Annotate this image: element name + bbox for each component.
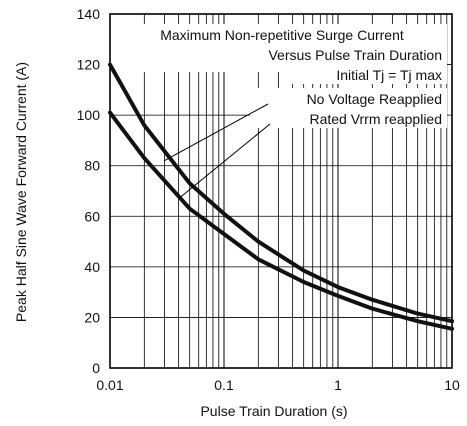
series-line-no-voltage xyxy=(108,62,454,324)
series-line-rated-vrrm xyxy=(108,110,454,331)
x-tick-label: 0.1 xyxy=(214,377,234,393)
leader-line-lower xyxy=(178,123,271,199)
condition-label: Initial Tj = Tj max xyxy=(336,67,442,83)
labels-box xyxy=(250,88,447,128)
plot-frame xyxy=(109,13,453,369)
y-tick-label: 20 xyxy=(84,309,100,325)
condition-box xyxy=(290,64,447,84)
y-tick-label: 60 xyxy=(84,208,100,224)
x-tick-label: 0.01 xyxy=(96,377,123,393)
y-tick-label: 100 xyxy=(77,107,101,123)
y-tick-label: 80 xyxy=(84,158,100,174)
y-axis-label: Peak Half Sine Wave Forward Current (A) xyxy=(13,62,29,322)
x-axis-label: Pulse Train Duration (s) xyxy=(200,403,347,419)
series-label-upper: No Voltage Reapplied xyxy=(307,91,442,107)
x-tick-label: 10 xyxy=(444,377,460,393)
series-label-lower: Rated Vrrm reapplied xyxy=(309,111,442,127)
x-tick-labels: 0.01 0.1 1 10 xyxy=(96,377,460,393)
y-tick-label: 140 xyxy=(77,6,101,22)
y-tick-label: 120 xyxy=(77,57,101,73)
y-tick-label: 0 xyxy=(92,360,100,376)
y-tick-label: 40 xyxy=(84,259,100,275)
chart-title-line2: Versus Pulse Train Duration xyxy=(268,47,442,63)
y-tick-labels: 0 20 40 60 80 100 120 140 xyxy=(77,6,101,376)
grid xyxy=(109,13,452,369)
series-group xyxy=(108,62,454,331)
leader-line-upper xyxy=(164,103,269,162)
chart-title-line1: Maximum Non-repetitive Surge Current xyxy=(160,27,404,43)
x-tick-label: 1 xyxy=(334,377,342,393)
